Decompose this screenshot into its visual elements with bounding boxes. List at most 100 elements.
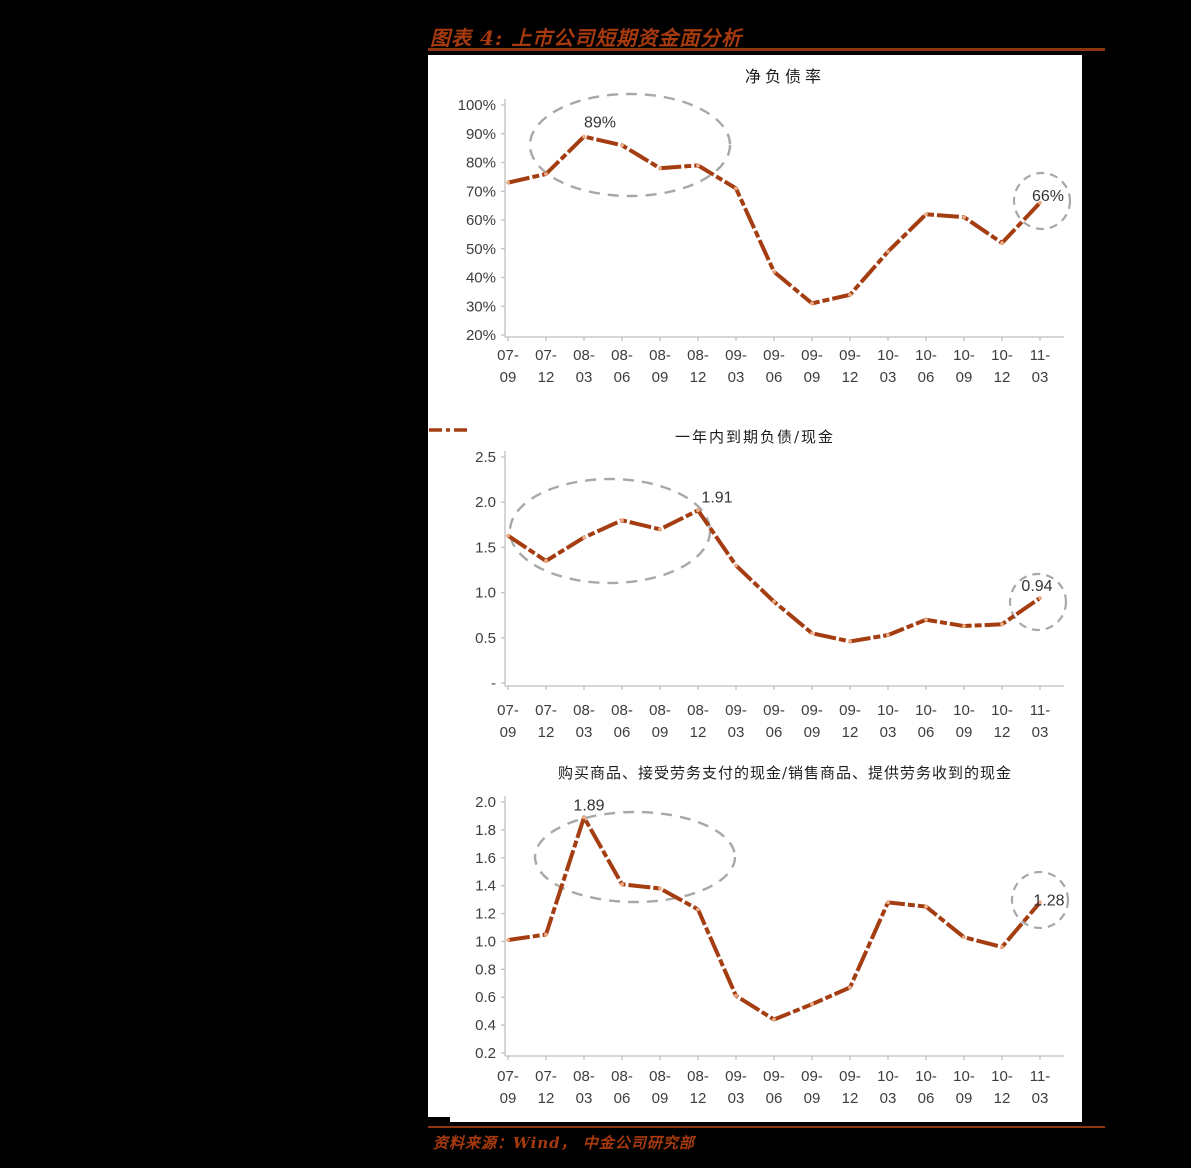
y-tick-label: 0.6 (475, 989, 496, 1006)
highlight-circle (1010, 870, 1070, 930)
x-tick-label: 03 (576, 369, 593, 386)
x-tick-label: 08- (611, 702, 633, 719)
x-tick-label: 09- (763, 347, 785, 364)
data-point-marker (582, 535, 586, 540)
x-tick-label: 12 (842, 724, 859, 741)
y-tick-label: 0.4 (475, 1017, 496, 1034)
source-text: 资料来源：Wind， 中金公司研究部 (433, 1134, 695, 1152)
y-tick-label: 1.8 (475, 822, 496, 839)
x-tick-label: 10- (991, 702, 1013, 719)
y-tick-label: 2.0 (475, 494, 496, 511)
data-point-marker (696, 508, 700, 513)
data-point-marker (544, 172, 548, 176)
data-point-marker (1000, 622, 1004, 627)
x-tick-label: 09 (804, 724, 821, 741)
x-tick-label: 09- (763, 1068, 785, 1085)
y-tick-label: 2.5 (475, 449, 496, 466)
x-tick-label: 07- (535, 702, 557, 719)
x-tick-label: 06 (766, 724, 783, 741)
y-tick-label: 1.0 (475, 585, 496, 602)
x-tick-label: 08- (649, 1068, 671, 1085)
y-tick-label: 0.8 (475, 961, 496, 978)
x-tick-label: 12 (690, 369, 707, 386)
data-point-marker (696, 907, 700, 912)
x-tick-label: 10- (877, 1068, 899, 1085)
x-tick-label: 08- (649, 347, 671, 364)
x-tick-label: 08- (611, 1068, 633, 1085)
x-tick-label: 07- (535, 347, 557, 364)
data-point-marker (658, 527, 662, 532)
x-tick-label: 03 (576, 1090, 593, 1107)
data-point-marker (506, 938, 510, 942)
x-tick-label: 06 (918, 1090, 935, 1107)
x-tick-label: 10- (953, 702, 975, 719)
data-point-marker (620, 143, 624, 148)
data-point-marker (734, 186, 738, 191)
data-point-marker (772, 269, 776, 274)
x-tick-label: 08- (649, 702, 671, 719)
figure-title: 图表 4: 上市公司短期资金面分析 (430, 26, 743, 50)
y-tick-label: 30% (466, 298, 496, 315)
x-tick-label: 09- (801, 347, 823, 364)
data-point-marker (886, 633, 890, 637)
x-tick-label: 09 (500, 369, 517, 386)
x-tick-label: 10- (953, 1068, 975, 1085)
chart1-title: 净负债率 (744, 67, 825, 86)
x-tick-label: 09 (956, 724, 973, 741)
x-tick-label: 08- (573, 702, 595, 719)
y-tick-label: 1.6 (475, 850, 496, 867)
bottom-rule (428, 1126, 1105, 1128)
data-point-marker (962, 624, 966, 628)
data-line (506, 508, 1042, 644)
data-label: 89% (584, 115, 616, 132)
x-tick-label: 11- (1030, 1068, 1051, 1085)
data-point-marker (848, 292, 852, 297)
x-tick-label: 06 (766, 1090, 783, 1107)
x-tick-label: 09- (839, 702, 861, 719)
y-tick-label: 1.0 (475, 933, 496, 950)
data-point-marker (544, 932, 548, 937)
x-tick-label: 11- (1030, 702, 1051, 719)
x-tick-label: 12 (994, 369, 1011, 386)
x-tick-label: 09- (839, 1068, 861, 1085)
x-tick-label: 09 (956, 1090, 973, 1107)
data-point-marker (1038, 596, 1042, 600)
data-point-marker (886, 249, 890, 254)
y-tick-label: 1.2 (475, 906, 496, 923)
x-tick-label: 10- (877, 347, 899, 364)
x-tick-label: 09- (801, 1068, 823, 1085)
x-tick-label: 10- (915, 1068, 937, 1085)
x-tick-label: 07- (497, 702, 519, 719)
data-point-marker (924, 904, 928, 909)
x-tick-label: 06 (918, 724, 935, 741)
data-point-marker (962, 215, 966, 220)
x-tick-label: 12 (842, 369, 859, 386)
x-tick-label: 06 (766, 369, 783, 386)
x-tick-label: 10- (991, 1068, 1013, 1085)
x-tick-label: 09 (652, 724, 669, 741)
y-tick-label: 60% (466, 212, 496, 229)
x-tick-label: 09 (804, 1090, 821, 1107)
data-point-marker (962, 935, 966, 940)
x-tick-label: 03 (880, 369, 897, 386)
x-tick-label: 03 (1032, 1090, 1049, 1107)
highlight-ellipse (533, 810, 737, 904)
data-label: 1.28 (1033, 892, 1064, 909)
x-tick-label: 11- (1030, 347, 1051, 364)
x-tick-label: 12 (994, 724, 1011, 741)
chart3-title: 购买商品、接受劳务支付的现金/销售商品、提供劳务收到的现金 (557, 764, 1013, 782)
data-label: 1.89 (573, 797, 604, 814)
x-tick-label: 09 (804, 369, 821, 386)
highlight-ellipse (528, 92, 732, 198)
x-tick-label: 06 (614, 1090, 631, 1107)
data-point-marker (1038, 900, 1042, 905)
y-tick-label: 2.0 (475, 794, 496, 811)
y-tick-label: - (491, 675, 496, 692)
charts-canvas: 100%90%80%70%60%50%40%30%20%07-0907-1208… (458, 92, 1072, 1107)
y-tick-label: 80% (466, 155, 496, 172)
data-point-marker (810, 301, 814, 306)
chart2-legend-label: 一年内到期负债/现金 (674, 428, 836, 446)
x-tick-label: 03 (728, 724, 745, 741)
x-tick-label: 08- (687, 347, 709, 364)
data-point-marker (772, 1017, 776, 1022)
